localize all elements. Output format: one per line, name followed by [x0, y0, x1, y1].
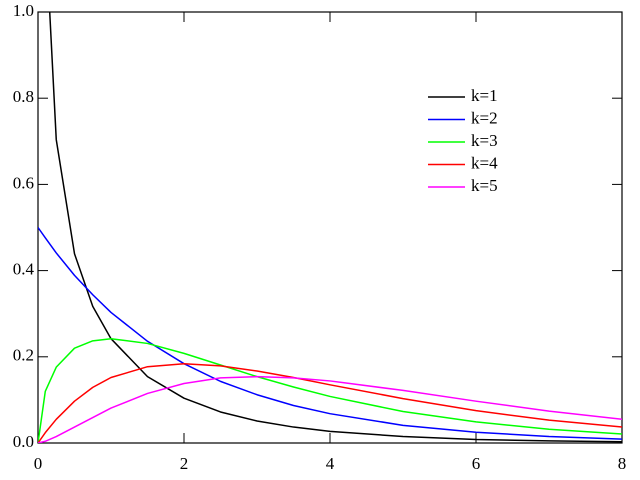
- legend-label: k=1: [471, 86, 498, 105]
- y-tick-label: 0.4: [13, 260, 35, 279]
- series-line: [38, 375, 622, 443]
- x-tick-label: 4: [326, 454, 335, 473]
- legend-label: k=2: [471, 108, 498, 127]
- y-tick-label: 0.0: [13, 432, 34, 451]
- series-line: [38, 337, 622, 443]
- x-tick-label: 8: [618, 454, 627, 473]
- legend-label: k=3: [471, 131, 498, 150]
- x-tick-label: 0: [34, 454, 43, 473]
- series-line: [38, 362, 622, 443]
- y-tick-label: 0.2: [13, 346, 34, 365]
- x-tick-label: 6: [472, 454, 481, 473]
- y-tick-label: 0.6: [13, 173, 34, 192]
- plot-lines: [38, 12, 622, 443]
- legend-label: k=5: [471, 176, 498, 195]
- legend-label: k=4: [471, 153, 498, 172]
- series-line: [48, 12, 622, 443]
- y-tick-label: 1.0: [13, 1, 34, 20]
- x-tick-label: 2: [180, 454, 189, 473]
- series-line: [38, 227, 622, 440]
- y-tick-label: 0.8: [13, 87, 34, 106]
- plot-frame: [37, 11, 623, 444]
